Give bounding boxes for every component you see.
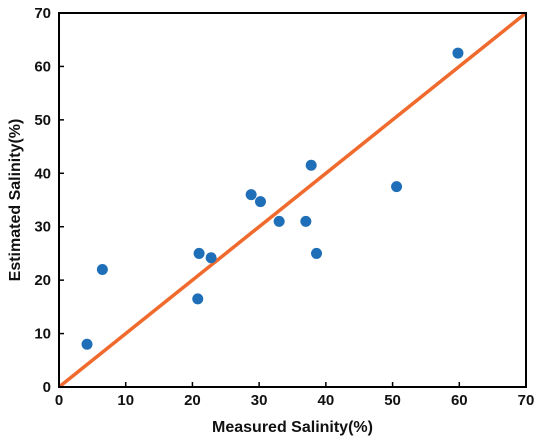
data-point [193, 247, 205, 259]
data-point [391, 181, 403, 193]
x-tick-label: 70 [518, 392, 535, 409]
y-tick-label: 10 [34, 326, 51, 343]
y-tick-label: 30 [34, 219, 51, 236]
y-tick-label: 60 [34, 58, 51, 75]
plot-area [57, 11, 528, 389]
data-point [254, 196, 266, 208]
data-point [311, 247, 323, 259]
y-axis-title: Estimated Salinity(%) [7, 119, 24, 282]
x-tick-label: 60 [451, 392, 468, 409]
y-tick-label: 70 [34, 5, 51, 22]
data-point [305, 159, 317, 171]
y-tick-label: 50 [34, 112, 51, 129]
data-point [81, 338, 93, 350]
data-point [452, 47, 464, 59]
data-point [245, 189, 257, 201]
y-tick-label: 40 [34, 165, 51, 182]
data-point [96, 263, 108, 275]
x-tick-label: 40 [318, 392, 335, 409]
plot-frame [58, 12, 527, 388]
data-point [205, 252, 217, 264]
x-tick-label: 0 [55, 392, 63, 409]
y-tick-label: 0 [43, 379, 51, 396]
x-axis-title: Measured Salinity(%) [212, 419, 373, 436]
x-tick-label: 30 [251, 392, 268, 409]
x-tick-label: 50 [384, 392, 401, 409]
data-point [192, 293, 204, 305]
y-tick-label: 20 [34, 272, 51, 289]
axis-ticks: 0 10 20 30 40 50 60 70 0 10 20 30 40 50 60 70 [34, 5, 534, 409]
data-point [273, 215, 285, 227]
x-tick-label: 10 [117, 392, 134, 409]
x-tick-label: 20 [184, 392, 201, 409]
reference-line [57, 11, 528, 389]
data-point [300, 215, 312, 227]
